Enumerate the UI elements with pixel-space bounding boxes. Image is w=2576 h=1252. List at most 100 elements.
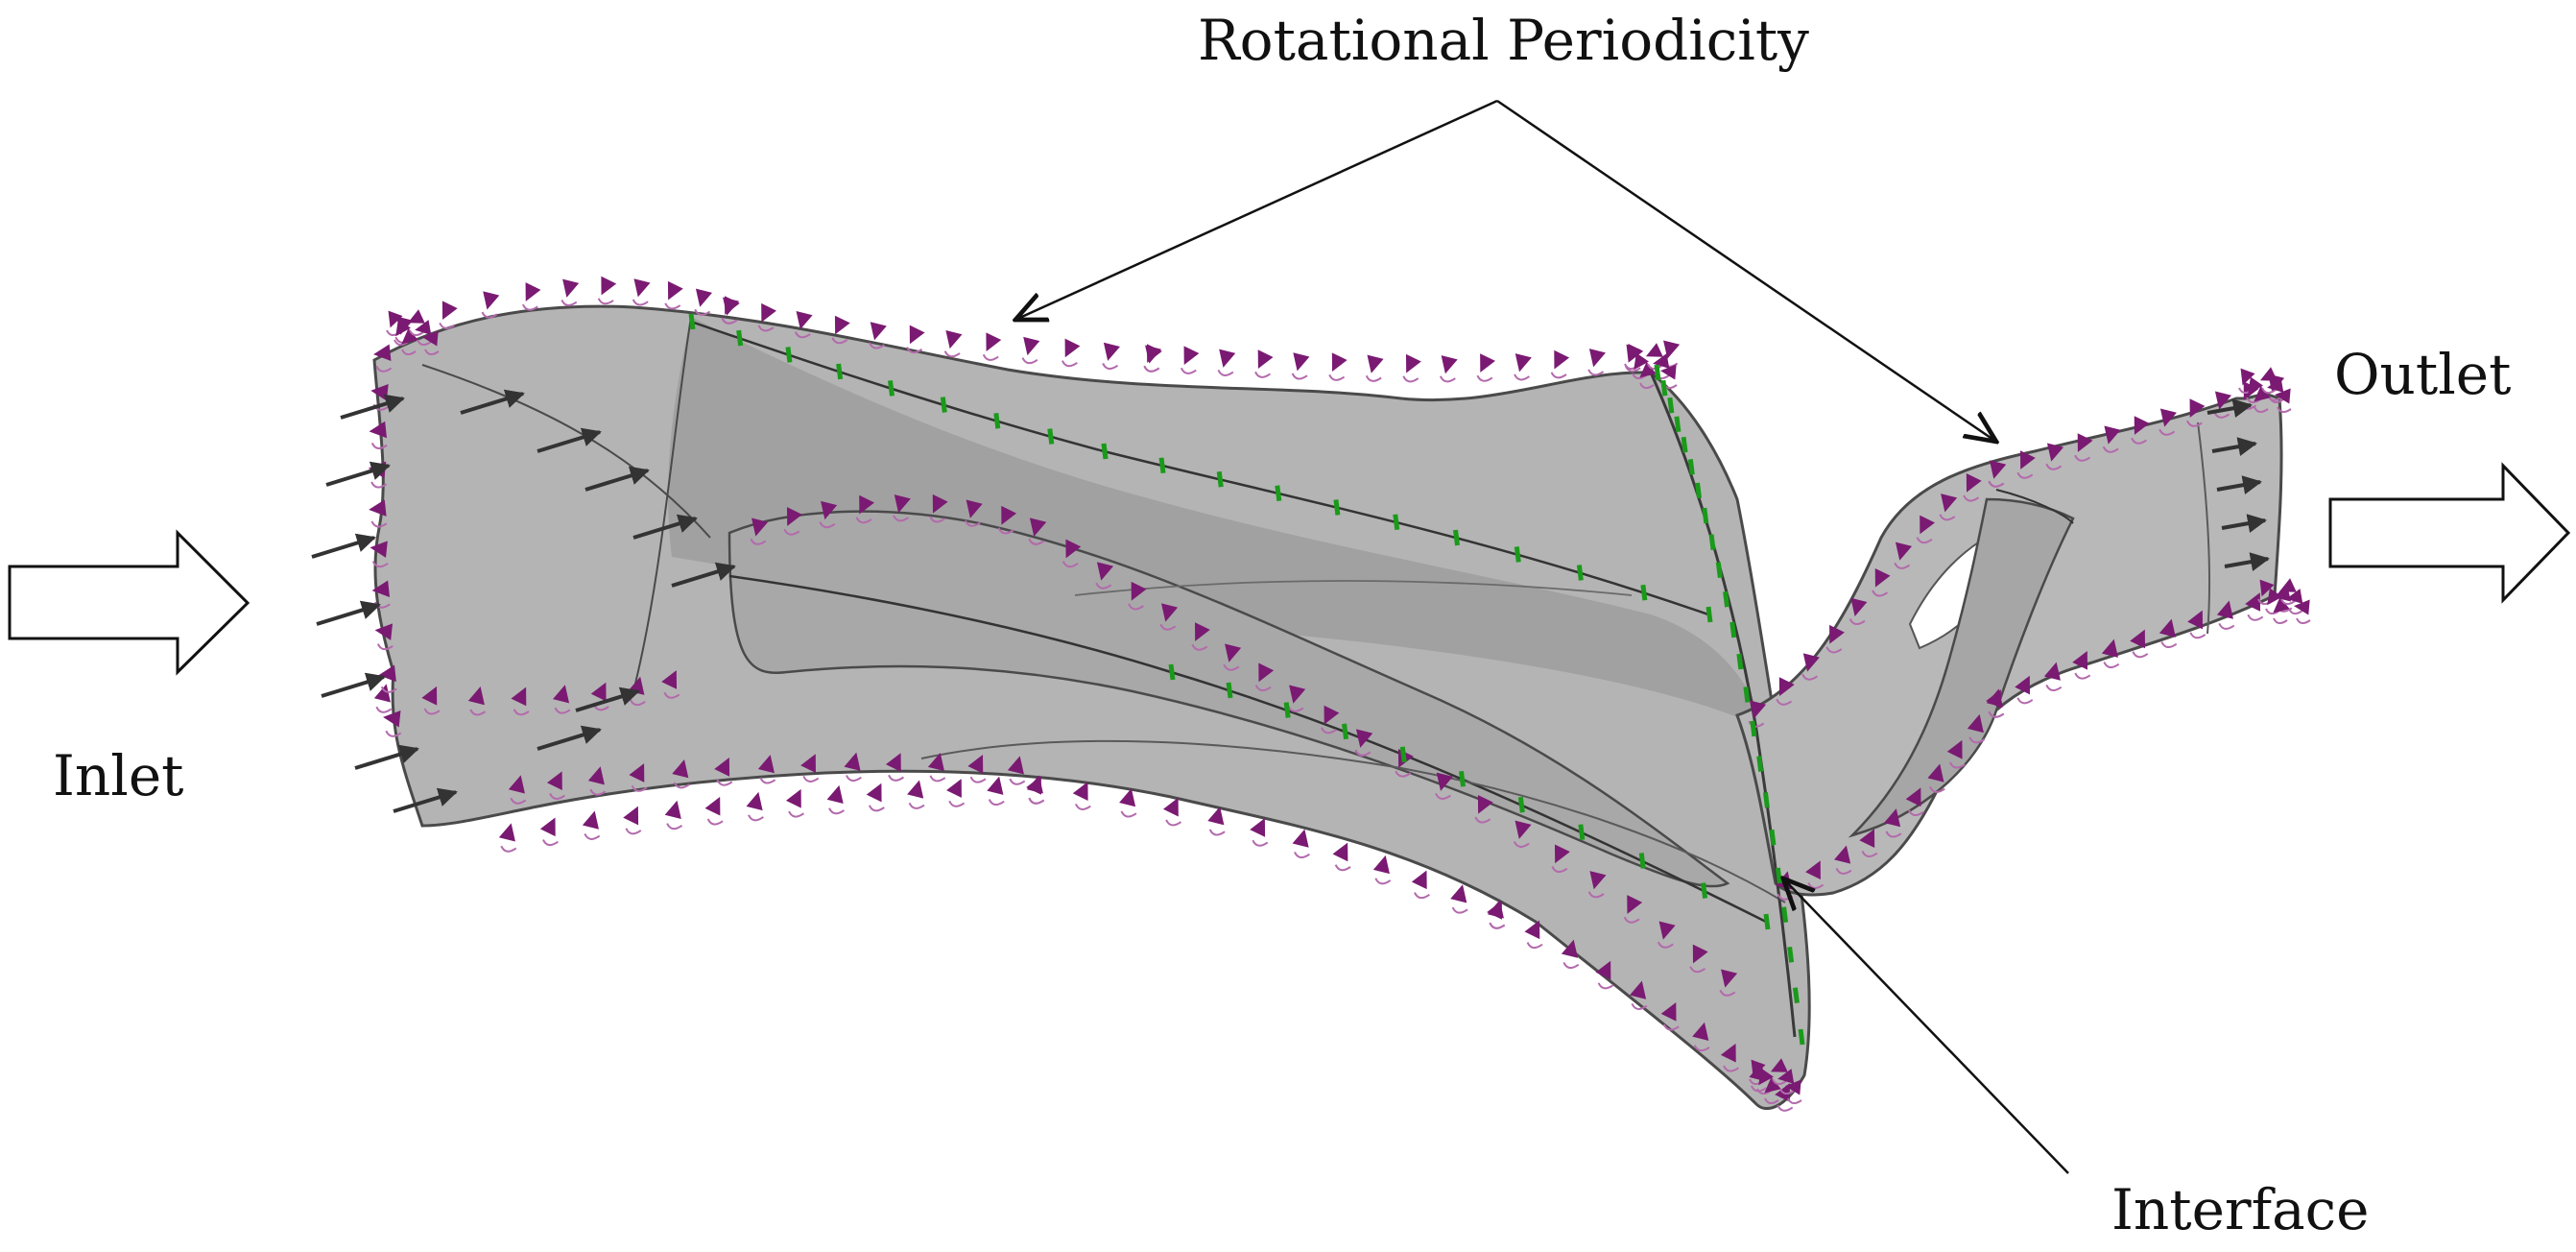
periodic-marker [1405, 353, 1421, 373]
stator-feature-line [1074, 580, 1633, 596]
rotor-feature-line [1995, 489, 2074, 524]
interface-tick [1715, 562, 1723, 579]
periodic-marker-cluster [388, 310, 403, 328]
periodic-marker [695, 288, 713, 307]
periodic-marker-squiggle [1968, 736, 1986, 744]
leader-line-periodicity-left [1015, 99, 1498, 320]
blade-tick [1275, 485, 1282, 501]
periodic-marker-squiggle [2102, 445, 2119, 453]
interface-tick [1729, 621, 1737, 638]
rotor-feature-line [2197, 421, 2210, 635]
inlet-flow-arrow [537, 725, 602, 751]
periodic-marker-squiggle [1777, 1104, 1794, 1112]
periodic-marker [909, 325, 925, 345]
periodic-marker-squiggle [1489, 922, 1506, 929]
periodic-marker [1941, 494, 1958, 513]
periodic-marker [2130, 629, 2146, 649]
inlet-flow-arrow [311, 533, 376, 559]
blade-tick [785, 347, 793, 363]
periodic-marker-squiggle [2074, 454, 2091, 462]
periodic-marker [2046, 443, 2064, 462]
periodic-marker-squiggle [1963, 494, 1980, 502]
interface-tick [1667, 397, 1675, 414]
periodic-marker-squiggle [721, 317, 738, 325]
periodic-marker-squiggle [370, 442, 388, 449]
periodic-marker-cluster-squiggle [2288, 608, 2303, 614]
interface-tick [1750, 720, 1757, 737]
periodic-marker [1292, 829, 1309, 848]
periodic-marker-squiggle [748, 814, 764, 822]
blade-tick [1047, 428, 1055, 445]
periodic-marker-squiggle [802, 775, 820, 782]
periodic-marker-squiggle [2045, 463, 2063, 470]
inlet-flow-arrow [321, 672, 386, 698]
periodic-marker-cluster [2259, 367, 2278, 381]
blade-tick [688, 313, 696, 330]
periodic-marker-squiggle [2132, 651, 2149, 659]
periodic-marker-squiggle [2074, 672, 2091, 680]
periodic-marker-cluster-squiggle [1764, 1097, 1779, 1104]
inlet-flow-arrow [316, 600, 381, 626]
periodic-marker [1990, 460, 2007, 479]
periodic-marker [2214, 391, 2232, 410]
periodic-marker-cluster [1785, 1079, 1801, 1096]
periodic-marker [539, 817, 556, 837]
interface-tick [1775, 867, 1782, 884]
periodic-marker [1805, 860, 1821, 880]
periodic-marker-squiggle [1254, 685, 1272, 692]
periodic-marker-squiggle [1693, 1045, 1710, 1052]
periodic-marker [1720, 1043, 1736, 1063]
blade-tick [1640, 584, 1648, 601]
periodic-marker-squiggle [855, 517, 872, 524]
interface-tick [1674, 416, 1682, 433]
blade-tick [1459, 770, 1466, 787]
periodic-marker [1007, 756, 1024, 775]
periodic-marker-cluster [2275, 388, 2291, 404]
periodic-marker-squiggle [1354, 749, 1371, 757]
periodic-marker-cluster [2248, 376, 2263, 395]
interface-tick [1695, 482, 1703, 499]
periodic-marker-squiggle [706, 818, 724, 826]
periodic-marker-squiggle [584, 832, 601, 840]
interface-tick [1792, 987, 1800, 1004]
periodic-marker [483, 291, 500, 310]
periodic-marker-squiggle [1514, 373, 1530, 381]
periodic-marker-squiggle [2213, 411, 2230, 419]
periodic-marker-squiggle [757, 325, 775, 332]
periodic-marker [844, 752, 861, 771]
periodic-marker [1829, 624, 1845, 644]
periodic-marker-squiggle [1128, 603, 1144, 611]
periodic-marker-squiggle [868, 805, 885, 812]
periodic-marker-squiggle [964, 519, 981, 527]
periodic-marker [1289, 685, 1306, 704]
periodic-marker [601, 276, 617, 296]
outlet-flow-arrow [2216, 475, 2262, 494]
periodic-marker [623, 806, 639, 826]
periodic-marker-squiggle [1476, 374, 1493, 382]
periodic-marker [945, 329, 963, 349]
periodic-marker [1119, 788, 1136, 807]
interface-tick [1736, 653, 1744, 670]
periodic-marker-cluster [2273, 597, 2290, 614]
periodic-marker [1023, 336, 1040, 356]
periodic-marker [1658, 921, 1676, 940]
periodic-marker-squiggle [943, 350, 961, 358]
periodic-marker-squiggle [1102, 362, 1119, 370]
periodic-marker [498, 823, 515, 842]
periodic-marker-cluster [1660, 364, 1677, 380]
periodic-marker-cluster [2294, 599, 2310, 615]
periodic-marker [1250, 818, 1266, 837]
periodic-marker [2104, 425, 2121, 445]
periodic-marker-squiggle [561, 299, 578, 306]
inlet-flow-arrow [671, 562, 736, 588]
inlet-flow-arrow [575, 686, 640, 712]
blade-tick [1333, 499, 1341, 516]
periodic-marker [2043, 662, 2061, 681]
periodic-marker-squiggle [869, 342, 885, 349]
periodic-marker-squiggle [1291, 373, 1308, 380]
periodic-marker-squiggle [481, 311, 498, 319]
label-outlet: Outlet [2334, 342, 2511, 407]
periodic-marker-squiggle [948, 800, 966, 807]
periodic-marker-squiggle [632, 299, 649, 306]
periodic-marker [787, 507, 802, 526]
